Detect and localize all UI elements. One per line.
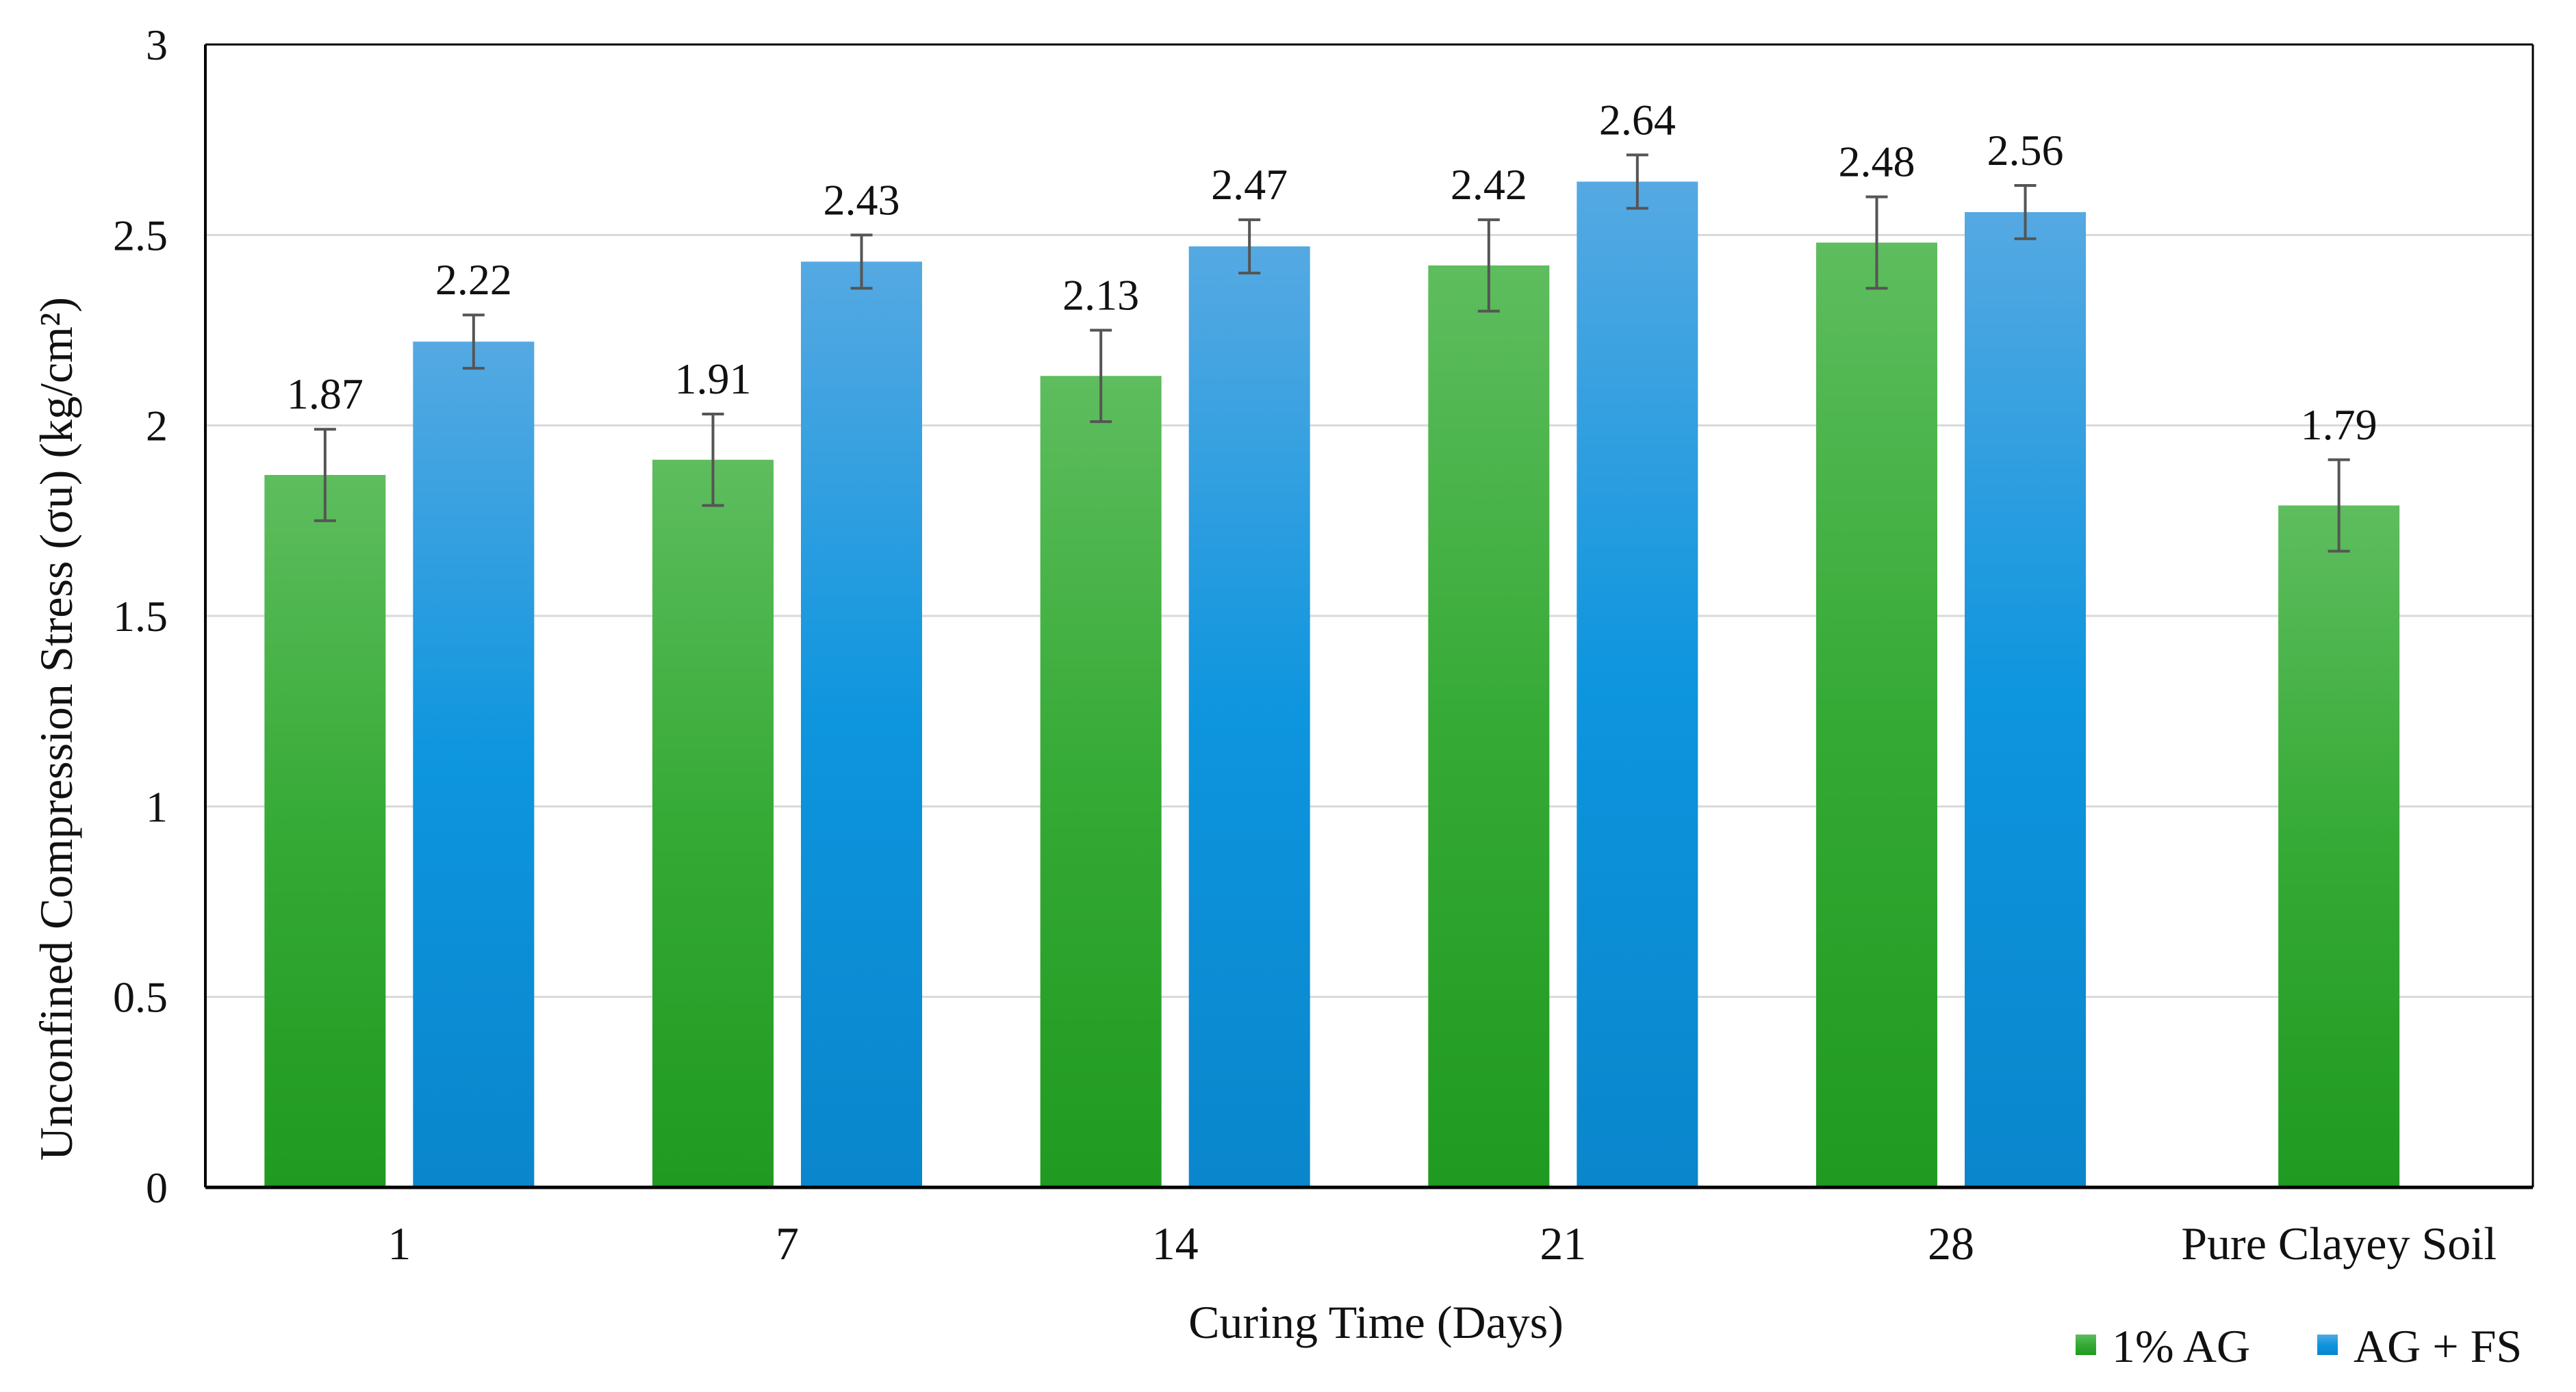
data-label-ag-fs-1: 2.22 (435, 255, 512, 304)
bar-ag-fs-7 (801, 261, 922, 1187)
legend: 1% AG AG + FS (2076, 1320, 2522, 1372)
bar-1-ag-21 (1428, 265, 1550, 1187)
data-labels: 1.87 2.22 1.91 2.43 2.13 2.47 2.42 2.64 2.48 2.56… (287, 95, 2377, 448)
y-tick-label-3: 3 (146, 21, 168, 69)
x-axis-title: Curing Time (Days) (1188, 1296, 1564, 1348)
error-bars (314, 153, 2350, 553)
data-label-1-ag-28: 2.48 (1839, 138, 1915, 186)
axes (204, 43, 2534, 1189)
data-label-ag-fs-7: 2.43 (824, 175, 900, 224)
bars (264, 181, 2400, 1188)
data-label-1-ag-21: 2.42 (1451, 160, 1527, 209)
x-tick-label-28: 28 (1928, 1217, 1974, 1269)
data-label-1-ag-1: 1.87 (287, 370, 364, 418)
bar-1-ag-1 (264, 475, 386, 1187)
x-tick-label-1: 1 (387, 1217, 411, 1269)
data-label-ag-fs-28: 2.56 (1987, 126, 2064, 175)
y-tick-label-0-5: 0.5 (113, 973, 168, 1022)
bar-1-ag-pure-clayey-soil (2278, 505, 2400, 1187)
legend-label-1-ag: 1% AG (2112, 1320, 2250, 1372)
x-tick-labels: 1 7 14 21 28 Pure Clayey Soil (387, 1217, 2497, 1269)
bar-ag-fs-28 (1965, 211, 2086, 1187)
x-tick-label-pure-clayey-soil: Pure Clayey Soil (2181, 1217, 2497, 1269)
data-label-ag-fs-14: 2.47 (1211, 160, 1288, 209)
data-label-1-ag-pure-clayey-soil: 1.79 (2301, 400, 2377, 449)
y-axis-title: Unconfined Compression Stress (σu) (kg/c… (30, 297, 82, 1161)
data-label-ag-fs-21: 2.64 (1599, 95, 1676, 144)
data-label-1-ag-7: 1.91 (675, 355, 752, 403)
legend-label-ag-fs: AG + FS (2354, 1320, 2522, 1372)
bar-ag-fs-1 (413, 341, 535, 1188)
x-tick-label-7: 7 (776, 1217, 799, 1269)
x-tick-label-14: 14 (1152, 1217, 1199, 1269)
gridlines (205, 43, 2533, 998)
y-tick-label-1: 1 (146, 782, 168, 831)
data-label-1-ag-14: 2.13 (1062, 271, 1139, 320)
bar-ag-fs-14 (1188, 246, 1310, 1187)
bar-1-ag-28 (1816, 242, 1937, 1187)
bar-1-ag-14 (1040, 376, 1162, 1187)
bar-1-ag-7 (652, 459, 774, 1188)
y-tick-labels: 0 0.5 1 1.5 2 2.5 3 (113, 21, 168, 1212)
y-tick-label-2: 2 (146, 402, 168, 450)
x-tick-label-21: 21 (1540, 1217, 1586, 1269)
y-tick-label-0: 0 (146, 1163, 168, 1212)
y-tick-label-2-5: 2.5 (113, 211, 168, 259)
legend-swatch-1-ag (2076, 1335, 2096, 1355)
legend-swatch-ag-fs (2317, 1335, 2338, 1355)
bar-ag-fs-21 (1577, 181, 1698, 1187)
y-tick-label-1-5: 1.5 (113, 592, 168, 641)
